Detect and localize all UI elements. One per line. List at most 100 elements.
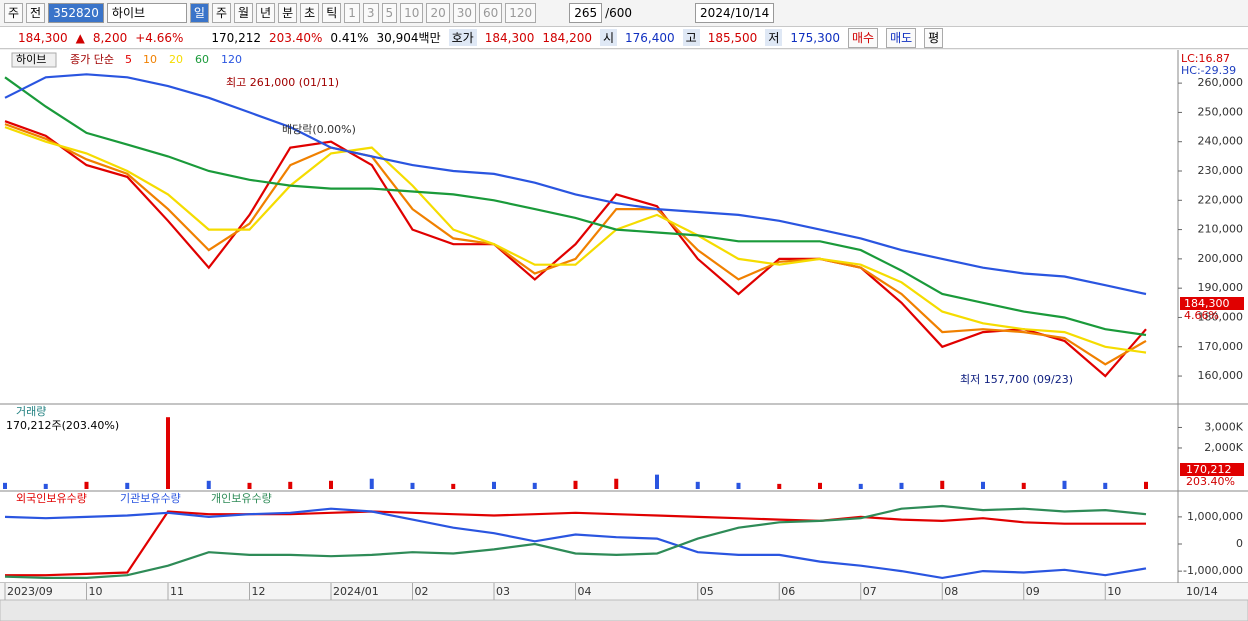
legend-entry: 20 — [169, 53, 183, 66]
x-tick-label: 07 — [863, 585, 877, 598]
y-tick-label: 160,000 — [1198, 369, 1244, 382]
toolbar: 주 전 352820 하이브 일 주 월 년 분 초 틱 1 3 5 10 20… — [0, 0, 1248, 27]
interval-button[interactable]: 10 — [400, 3, 424, 23]
volume-bar — [410, 482, 415, 489]
avg-button[interactable]: 평 — [924, 27, 944, 48]
volume-bar — [573, 480, 578, 489]
dropdown[interactable]: 주 — [4, 3, 24, 23]
y-tick-label: 190,000 — [1198, 281, 1244, 294]
period-button[interactable]: 주 — [211, 3, 231, 23]
x-tick-label: 02 — [415, 585, 429, 598]
volume-bar — [736, 482, 741, 489]
x-tick-label: 06 — [781, 585, 795, 598]
chart-area: 160,000 170,000 180,000 190,000 200,000 210,0… — [0, 50, 1248, 621]
interval-button[interactable]: 1 — [344, 3, 360, 23]
series-line — [4, 76, 1147, 337]
count-total: /600 — [605, 6, 633, 20]
volume-bar — [655, 474, 659, 489]
right-label: 4.66% — [1184, 309, 1219, 322]
y-tick-label: 170,000 — [1198, 340, 1244, 353]
ask: 184,300 — [484, 30, 535, 45]
period-button[interactable]: 일 — [189, 3, 209, 23]
period-button[interactable]: 틱 — [322, 3, 342, 23]
interval-button[interactable]: 3 — [362, 3, 379, 23]
interval-button[interactable]: 5 — [381, 3, 398, 23]
high: 185,500 — [707, 30, 758, 45]
volume-bar — [329, 480, 333, 489]
label: 저 — [765, 29, 783, 46]
period-button[interactable]: 월 — [234, 3, 254, 23]
interval-button[interactable]: 120 — [505, 3, 537, 23]
y-tick-label: 210,000 — [1198, 223, 1244, 236]
low: 175,300 — [790, 30, 840, 45]
stock-code[interactable]: 352820 — [48, 3, 104, 23]
volume-bar — [451, 483, 456, 489]
panel-subtitle: 170,212주(203.40%) — [6, 419, 119, 432]
y-tick-label: 240,000 — [1198, 135, 1244, 148]
x-tick-label: 08 — [944, 585, 958, 598]
series-line — [4, 507, 1147, 580]
volume-bar — [492, 481, 496, 489]
right-label: 184,300 — [1184, 297, 1230, 310]
buy-button[interactable]: 매수 — [847, 27, 879, 48]
volume-bar — [288, 481, 293, 489]
volume: 170,212 — [211, 30, 262, 45]
y-tick-label: 180,000 — [1198, 310, 1244, 323]
volume-bar — [981, 481, 985, 489]
quote-bar: 184,300 ▲ 8,200 +4.66% 170,212 203.40% 0… — [0, 27, 1248, 49]
scroll-bar — [0, 599, 1248, 621]
volume-bar — [858, 483, 863, 489]
series-line — [4, 120, 1147, 378]
y-tick-label: 220,000 — [1198, 193, 1244, 206]
stock-name[interactable]: 하이브 — [106, 3, 187, 23]
change: 8,200 — [92, 30, 128, 45]
count-input[interactable]: 265 — [569, 3, 603, 23]
x-tick-label: 11 — [170, 585, 184, 598]
arrow: ▲ — [75, 30, 85, 45]
volume-bar — [206, 480, 211, 489]
volume-bar — [695, 481, 700, 489]
volume-bar — [818, 482, 822, 489]
interval-button[interactable]: 30 — [452, 3, 476, 23]
x-tick-label: 03 — [496, 585, 510, 598]
x-tick-label: 12 — [252, 585, 266, 598]
volume-bar — [777, 483, 782, 489]
volume-bar — [614, 478, 619, 489]
x-tick-label: 05 — [700, 585, 714, 598]
volume-bar — [1062, 480, 1067, 489]
volume-bar — [125, 482, 130, 489]
volume-bar — [166, 417, 170, 489]
interval-button[interactable]: 60 — [479, 3, 503, 23]
legend-entry: 10 — [143, 53, 157, 66]
y-tick-label: 0 — [1236, 537, 1243, 550]
volume-bar — [3, 482, 7, 489]
label: 호가 — [448, 29, 477, 46]
volume-bar — [369, 478, 374, 489]
x-end-label: 10/14 — [1186, 585, 1218, 598]
sell-button[interactable]: 매도 — [886, 27, 917, 48]
dropdown[interactable]: 전 — [26, 3, 46, 23]
volume-bar — [1103, 482, 1108, 489]
x-tick-label: 10 — [89, 585, 103, 598]
annotation: 최저 157,700 (09/23) — [960, 373, 1073, 386]
interval-button[interactable]: 20 — [426, 3, 450, 23]
y-tick-label: -1,000,000 — [1183, 564, 1243, 577]
y-tick-label: 2,000K — [1204, 441, 1243, 454]
date-input[interactable]: 2024/10/14 — [695, 3, 775, 23]
volume-bar — [899, 482, 904, 489]
series-line — [4, 504, 1147, 579]
series-line — [5, 510, 1146, 577]
y-tick-label: 3,000K — [1204, 420, 1243, 433]
series-line — [4, 123, 1147, 366]
period-button[interactable]: 분 — [278, 3, 298, 23]
legend-box — [11, 52, 57, 68]
annotation: 최고 261,000 (01/11) — [226, 76, 339, 89]
period-button[interactable]: 년 — [256, 3, 276, 23]
y-tick-label: 200,000 — [1198, 252, 1244, 265]
y-tick-label: 250,000 — [1198, 105, 1244, 118]
period-button[interactable]: 초 — [300, 3, 320, 23]
y-tick-label: 260,000 — [1198, 76, 1244, 89]
legend-entry: 120 — [221, 53, 242, 66]
x-axis-bg — [0, 583, 1248, 600]
